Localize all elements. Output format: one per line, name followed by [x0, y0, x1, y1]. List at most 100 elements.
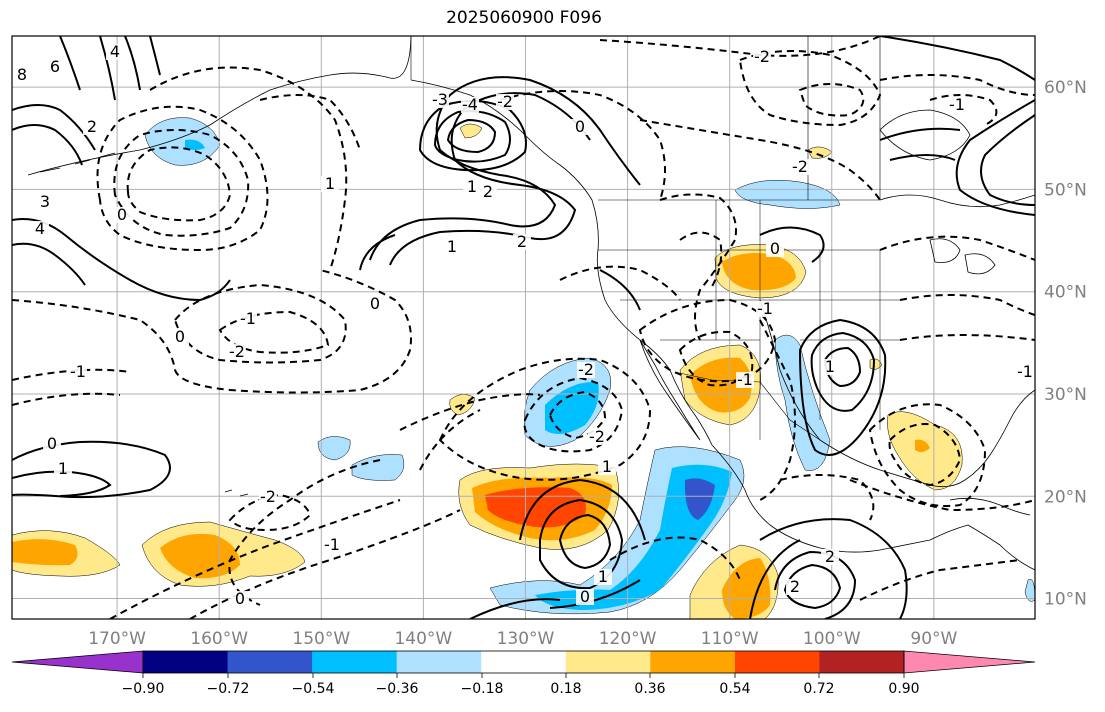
contour-label: -1	[324, 535, 340, 554]
contour-solid	[446, 118, 497, 154]
contour-solid	[783, 563, 842, 610]
contour-solid	[369, 76, 641, 261]
map-frame	[11, 35, 1036, 620]
lon-tick-label: 90°W	[910, 629, 957, 649]
contour-solid	[389, 92, 591, 266]
coastline-cuba	[949, 497, 1031, 516]
contour-label: 1	[598, 567, 608, 586]
contour-label: -2	[229, 342, 245, 361]
contour-dashed	[859, 559, 1021, 601]
contour-label: 1	[467, 177, 477, 196]
contour-label: 4	[35, 219, 45, 238]
contour-label: 3	[40, 192, 50, 211]
contour-dashed	[899, 294, 1035, 341]
colorbar-segment	[312, 651, 398, 673]
lon-tick-label: 170°W	[88, 629, 146, 649]
contour-dashed	[548, 390, 607, 440]
contour-dashed	[399, 393, 541, 431]
contour-dashed	[679, 231, 723, 291]
colorbar-segment	[227, 651, 313, 673]
contour-dashed	[523, 376, 624, 453]
contour-solid	[798, 318, 887, 456]
lon-tick-label: 160°W	[190, 629, 248, 649]
colorbar-tick-label: −0.72	[207, 681, 250, 697]
colorbar-extend-high	[903, 650, 1036, 674]
shade-region	[915, 439, 930, 453]
contour-group-dashed	[12, 36, 1035, 619]
contour-label: 0	[235, 589, 245, 608]
contour-label: 0	[580, 587, 590, 606]
colorbar-segment	[143, 651, 229, 673]
map-title: 2025060900 F096	[446, 8, 602, 28]
contour-solid	[59, 36, 81, 91]
shade-region	[12, 539, 78, 566]
contour-label: -2	[792, 157, 808, 176]
contour-label: 1	[825, 357, 835, 376]
contour-dashed	[879, 235, 1035, 261]
lon-tick-label: 100°W	[803, 629, 861, 649]
contour-dashed	[149, 66, 348, 271]
contour-label: -1	[949, 95, 965, 114]
contour-solid	[12, 124, 83, 166]
latitude-labels: 60°N 50°N 40°N 30°N 20°N 10°N	[1044, 78, 1087, 609]
contour-solid	[469, 598, 561, 619]
contour-group-solid-texas	[759, 226, 887, 456]
contour-dashed	[678, 330, 754, 387]
colorbar-segment	[650, 651, 736, 673]
colorbar-tick-label: 0.90	[888, 681, 919, 697]
colorbar-tick-label: −0.54	[292, 681, 335, 697]
contour-dashed	[109, 499, 401, 619]
contour-solid	[955, 99, 1035, 216]
contour-solid	[99, 36, 161, 101]
contour-solid	[759, 226, 825, 263]
shade-region	[722, 253, 796, 291]
coastline-great-lakes	[929, 238, 996, 275]
contour-label: -1	[737, 370, 753, 389]
shade-region	[545, 381, 599, 434]
contour-solid	[359, 234, 641, 311]
contour-dashed	[738, 50, 882, 127]
contour-dashed	[639, 119, 881, 201]
contour-solid	[12, 470, 112, 497]
colorbar-segment	[396, 651, 482, 673]
lon-tick-label: 110°W	[701, 629, 759, 649]
contour-solid	[749, 539, 801, 619]
contour-dashed	[189, 509, 461, 619]
contour-dashed	[126, 146, 232, 222]
contour-label: 1	[602, 457, 612, 476]
shade-region	[449, 394, 476, 416]
lat-tick-label: 10°N	[1044, 590, 1087, 610]
contour-label: -2	[754, 47, 770, 66]
colorbar-tick-label: 0.72	[803, 681, 834, 697]
shade-region	[485, 487, 586, 528]
contour-label: 2	[87, 117, 97, 136]
contour-dashed	[228, 409, 481, 606]
lon-tick-label: 130°W	[497, 629, 555, 649]
contour-label: 1	[325, 174, 335, 193]
shade-region	[722, 558, 771, 619]
contour-solid	[433, 110, 511, 163]
colorbar-tick-label: −0.90	[122, 681, 165, 697]
contour-dashed	[849, 479, 1035, 512]
contour-label: -1	[757, 299, 773, 318]
contour-solid	[519, 478, 646, 609]
contour-label: 6	[50, 57, 60, 76]
colorbar-tick-label: 0.36	[634, 681, 665, 697]
contour-solid	[12, 104, 96, 151]
colorbar-tick-label: −0.36	[376, 681, 419, 697]
contour-label: -4	[462, 95, 478, 114]
contour-dashed	[638, 298, 777, 383]
coastline-aleutians	[39, 152, 116, 173]
contour-dashed	[879, 74, 1035, 96]
contour-label: 0	[117, 205, 127, 224]
lat-tick-label: 40°N	[1044, 283, 1087, 303]
coastline-baja	[639, 339, 701, 441]
contour-label: 2	[483, 182, 493, 201]
contour-dashed	[609, 536, 741, 581]
contour-label: 2	[790, 577, 800, 596]
colorbar-segment	[819, 651, 905, 673]
contour-lines	[12, 36, 1035, 619]
contour-solid	[759, 518, 908, 619]
